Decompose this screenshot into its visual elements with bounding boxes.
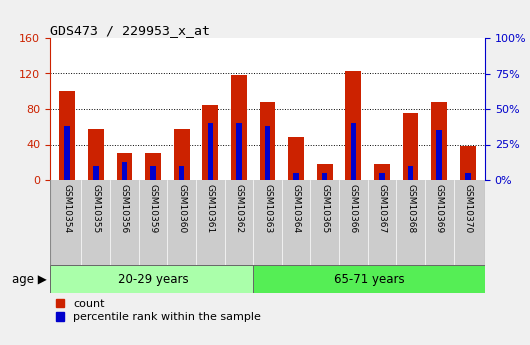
Bar — [208, 123, 213, 180]
Bar — [288, 137, 304, 180]
Bar — [317, 164, 333, 180]
Bar — [179, 166, 184, 180]
Bar — [231, 75, 247, 180]
Text: GSM10360: GSM10360 — [177, 184, 186, 234]
Bar — [88, 129, 104, 180]
Bar — [93, 166, 99, 180]
Bar — [374, 164, 390, 180]
Bar — [50, 265, 256, 293]
Text: GSM10354: GSM10354 — [63, 184, 72, 233]
Bar — [351, 123, 356, 180]
Bar — [174, 129, 190, 180]
Text: GDS473 / 229953_x_at: GDS473 / 229953_x_at — [50, 24, 210, 37]
Bar — [236, 123, 242, 180]
Bar — [465, 173, 471, 180]
Text: GSM10362: GSM10362 — [234, 184, 243, 233]
Bar — [294, 173, 299, 180]
Bar — [437, 130, 442, 180]
Bar — [59, 91, 75, 180]
Bar — [151, 166, 156, 180]
Bar — [408, 166, 413, 180]
Bar — [431, 102, 447, 180]
Bar — [122, 161, 127, 180]
Text: GSM10359: GSM10359 — [148, 184, 157, 234]
Text: GSM10368: GSM10368 — [406, 184, 415, 234]
Text: GSM10367: GSM10367 — [377, 184, 386, 234]
Text: GSM10364: GSM10364 — [292, 184, 301, 233]
Bar — [322, 173, 328, 180]
Bar — [117, 154, 132, 180]
Text: GSM10363: GSM10363 — [263, 184, 272, 234]
Bar — [253, 265, 485, 293]
Text: GSM10370: GSM10370 — [463, 184, 472, 234]
Bar — [145, 154, 161, 180]
Text: age ▶: age ▶ — [12, 273, 47, 286]
Text: GSM10361: GSM10361 — [206, 184, 215, 234]
Bar — [265, 126, 270, 180]
Text: 65-71 years: 65-71 years — [334, 273, 404, 286]
Bar — [460, 146, 476, 180]
Text: GSM10369: GSM10369 — [435, 184, 444, 234]
Text: GSM10366: GSM10366 — [349, 184, 358, 234]
Text: 20-29 years: 20-29 years — [118, 273, 188, 286]
Bar — [260, 102, 276, 180]
Text: GSM10355: GSM10355 — [91, 184, 100, 234]
Text: GSM10356: GSM10356 — [120, 184, 129, 234]
Text: GSM10365: GSM10365 — [320, 184, 329, 234]
Bar — [403, 114, 419, 180]
Bar — [202, 105, 218, 180]
Legend: count, percentile rank within the sample: count, percentile rank within the sample — [56, 298, 261, 322]
Bar — [65, 126, 70, 180]
Bar — [346, 71, 361, 180]
Bar — [379, 173, 385, 180]
